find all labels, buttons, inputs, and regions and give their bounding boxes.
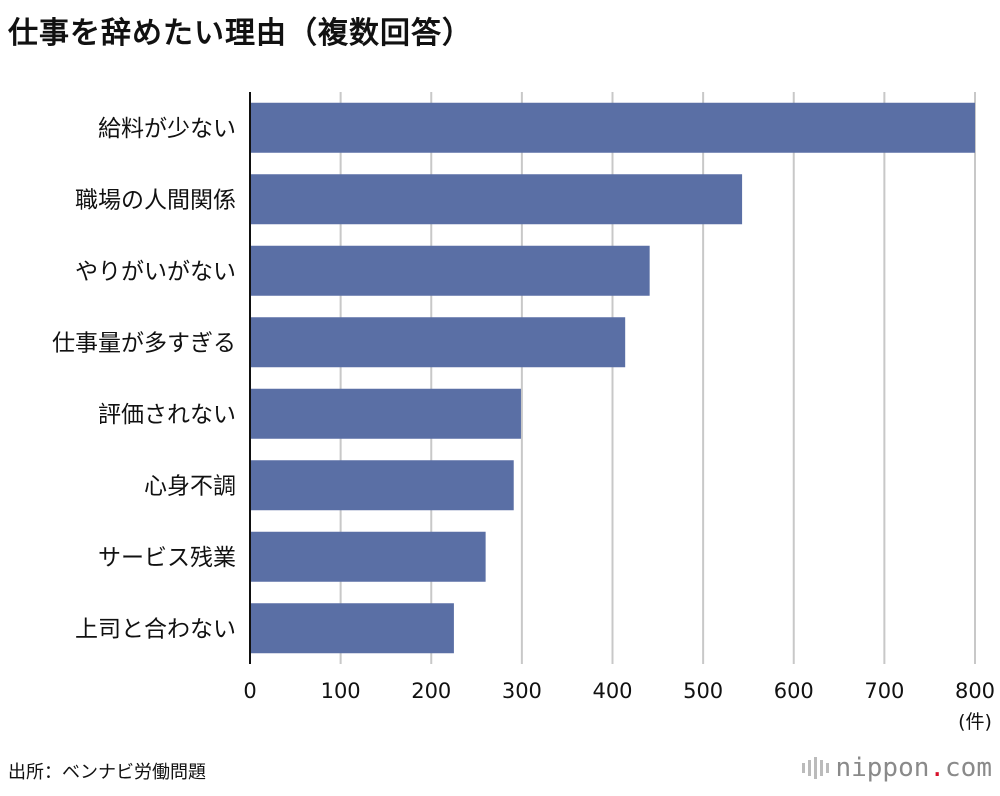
logo-text: nippon.com (835, 753, 992, 783)
category-label-5: 評価されない (98, 402, 236, 428)
logo-bars-icon (802, 757, 830, 779)
x-tick-label-200: 200 (411, 679, 451, 703)
category-label-7: サービス残業 (98, 545, 236, 571)
unit-label: (件) (958, 711, 992, 733)
bars (250, 102, 975, 654)
category-label-2: 職場の人間関係 (75, 187, 236, 213)
x-tick-label-500: 500 (683, 679, 723, 703)
nippon-logo: nippon.com (802, 753, 992, 783)
x-tick-labels: 0 100 200 300 400 500 600 700 800 (243, 679, 995, 703)
category-label-6: 心身不調 (144, 473, 236, 499)
chart-title: 仕事を辞めたい理由（複数回答） (8, 16, 473, 51)
x-tick-label-600: 600 (774, 679, 814, 703)
x-tick-label-700: 700 (864, 679, 904, 703)
category-label-4: 仕事量が多すぎる (52, 330, 236, 356)
x-tick-label-400: 400 (592, 679, 632, 703)
x-tick-label-800: 800 (955, 679, 995, 703)
category-label-1: 給料が少ない (98, 116, 236, 142)
bar-6 (250, 460, 514, 511)
bar-7 (250, 531, 486, 582)
category-label-8: 上司と合わない (75, 616, 236, 642)
category-labels: 給料が少ない職場の人間関係やりがいがない仕事量が多すぎる評価されない心身不調サー… (52, 116, 236, 643)
bar-4 (250, 317, 626, 368)
bar-1 (250, 102, 975, 153)
x-tick-label-0: 0 (243, 679, 256, 703)
source-note: 出所：ベンナビ労働問題 (8, 762, 206, 783)
x-tick-label-100: 100 (321, 679, 361, 703)
bar-5 (250, 388, 521, 439)
bar-3 (250, 245, 650, 296)
x-tick-label-300: 300 (502, 679, 542, 703)
bar-2 (250, 174, 743, 225)
category-label-3: やりがいがない (75, 259, 236, 285)
bar-8 (250, 603, 454, 654)
